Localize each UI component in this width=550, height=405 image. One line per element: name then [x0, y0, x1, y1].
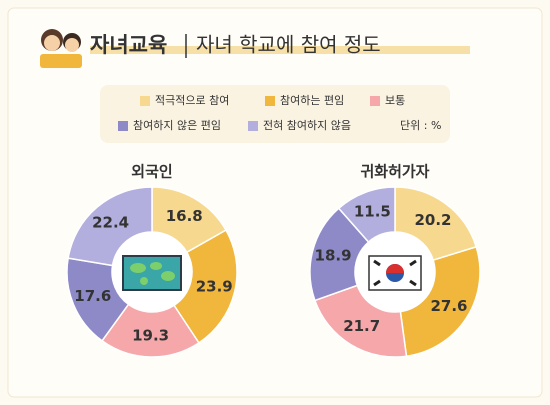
- legend-swatch: [370, 96, 380, 106]
- chart-title: 외국인: [131, 163, 172, 181]
- value-label: 16.8: [166, 207, 203, 225]
- legend-label: 적극적으로 참여: [155, 94, 229, 107]
- subtitle: 자녀 학교에 참여 정도: [196, 33, 381, 57]
- legend-label: 전혀 참여하지 않음: [263, 118, 351, 132]
- value-label: 19.3: [132, 326, 169, 344]
- value-label: 23.9: [196, 277, 233, 295]
- legend-note: 단위 : %: [400, 119, 441, 132]
- value-label: 22.4: [92, 214, 129, 232]
- value-label: 17.6: [74, 287, 111, 305]
- chart-title: 귀화허가자: [360, 163, 429, 181]
- icon-flag: [368, 255, 422, 291]
- value-label: 27.6: [430, 297, 467, 315]
- icon-map: [122, 255, 182, 291]
- icon-people: [40, 29, 82, 68]
- value-label: 18.9: [315, 246, 352, 264]
- legend-label: 참여하지 않은 편임: [133, 118, 221, 132]
- legend-label: 참여하는 편임: [280, 93, 344, 107]
- card: [7, 7, 543, 398]
- legend-box: [100, 85, 450, 143]
- value-label: 20.2: [414, 211, 451, 229]
- legend-swatch: [118, 121, 128, 131]
- legend-label: 보통: [385, 94, 405, 107]
- legend-swatch: [140, 96, 150, 106]
- value-label: 21.7: [343, 317, 380, 335]
- legend-swatch: [265, 96, 275, 106]
- value-label: 11.5: [354, 203, 391, 221]
- legend-swatch: [248, 121, 258, 131]
- title: 자녀교육: [90, 33, 167, 57]
